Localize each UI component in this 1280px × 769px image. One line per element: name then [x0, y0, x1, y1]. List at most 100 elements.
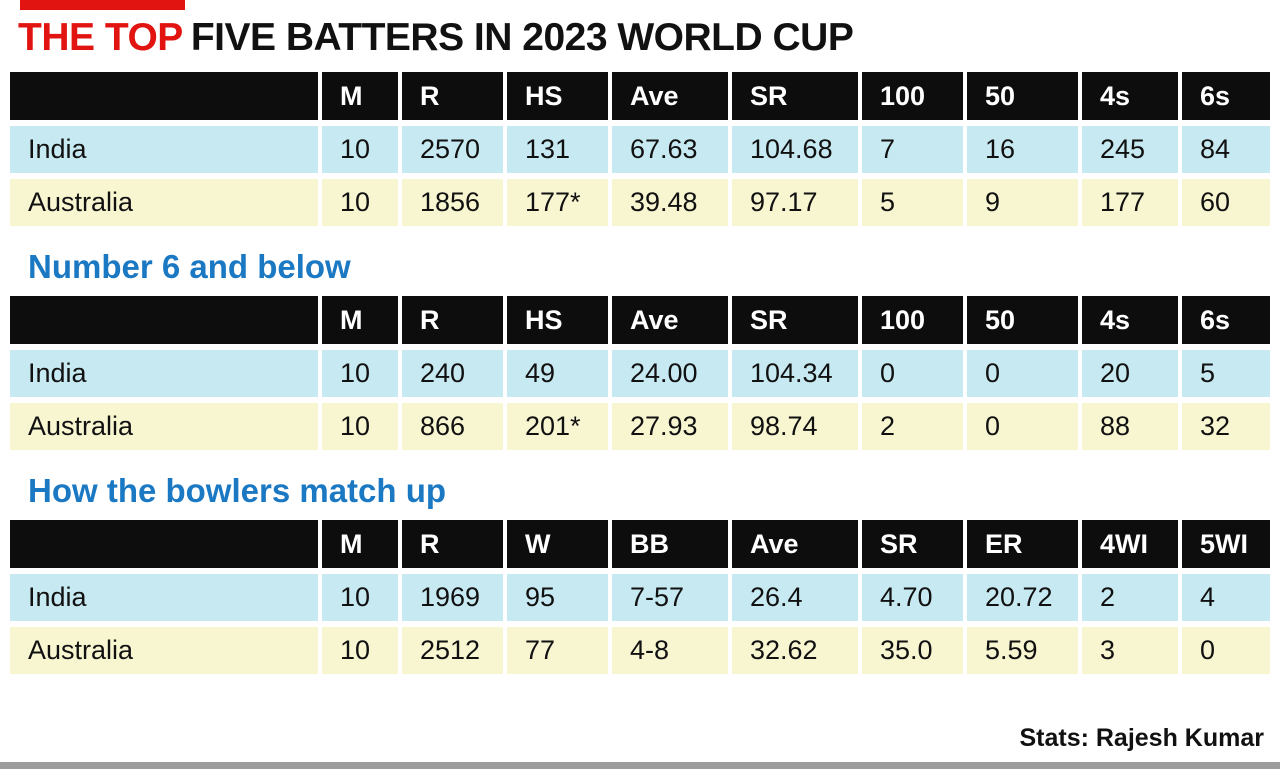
data-cell: 88: [1080, 400, 1182, 456]
data-cell: 177*: [505, 176, 612, 232]
data-cell: 245: [1080, 123, 1182, 179]
data-cell: 97.17: [730, 176, 862, 232]
data-cell: 10: [320, 347, 402, 403]
data-cell: 201*: [505, 400, 612, 456]
data-cell: 104.34: [730, 347, 862, 403]
data-cell: 20.72: [965, 571, 1082, 627]
data-cell: 39.48: [610, 176, 732, 232]
bowlers-table: M R W BB Ave SR ER 4WI 5WI India 10 1969 95 7-57 26.4 4…: [10, 520, 1270, 680]
data-cell: 95: [505, 571, 612, 627]
data-cell: 10: [320, 176, 402, 232]
data-cell: 20: [1080, 347, 1182, 403]
col-header-50: 50: [965, 72, 1082, 126]
table-row-india: India 10 2570 131 67.63 104.68 7 16 245 84: [10, 123, 1270, 179]
col-header-m: M: [320, 296, 402, 350]
data-cell: 35.0: [860, 624, 967, 680]
data-cell: 60: [1180, 176, 1270, 232]
col-header-100: 100: [860, 72, 967, 126]
table-row-australia: Australia 10 1856 177* 39.48 97.17 5 9 177 60: [10, 176, 1270, 232]
data-cell: 2: [1080, 571, 1182, 627]
main-title: THE TOP FIVE BATTERS IN 2023 WORLD CUP: [18, 16, 1270, 60]
col-header-sr: SR: [730, 72, 862, 126]
col-header-ave: Ave: [730, 520, 862, 574]
row-label: Australia: [10, 400, 322, 456]
data-cell: 1969: [400, 571, 507, 627]
data-cell: 0: [965, 347, 1082, 403]
data-cell: 9: [965, 176, 1082, 232]
data-cell: 10: [320, 123, 402, 179]
data-cell: 2570: [400, 123, 507, 179]
data-cell: 177: [1080, 176, 1182, 232]
col-header-w: W: [505, 520, 612, 574]
col-header-r: R: [400, 72, 507, 126]
subtitle-bowlers-match-up: How the bowlers match up: [28, 472, 447, 509]
table-header-row: M R W BB Ave SR ER 4WI 5WI: [10, 520, 1270, 574]
stats-credit: Stats: Rajesh Kumar: [1019, 724, 1264, 752]
top5-batters-table: M R HS Ave SR 100 50 4s 6s India 10 2570 131 67.63 104…: [10, 72, 1270, 232]
data-cell: 0: [1180, 624, 1270, 680]
table-header-row: M R HS Ave SR 100 50 4s 6s: [10, 296, 1270, 350]
row-label: Australia: [10, 176, 322, 232]
data-cell: 77: [505, 624, 612, 680]
col-header-50: 50: [965, 296, 1082, 350]
row-label: India: [10, 123, 322, 179]
data-cell: 4-8: [610, 624, 732, 680]
data-cell: 3: [1080, 624, 1182, 680]
data-cell: 98.74: [730, 400, 862, 456]
data-cell: 131: [505, 123, 612, 179]
data-cell: 32: [1180, 400, 1270, 456]
col-header-m: M: [320, 520, 402, 574]
data-cell: 5: [860, 176, 967, 232]
data-cell: 240: [400, 347, 507, 403]
data-cell: 866: [400, 400, 507, 456]
col-header-6s: 6s: [1180, 72, 1270, 126]
data-cell: 67.63: [610, 123, 732, 179]
main-title-highlight: THE TOP: [18, 16, 183, 59]
data-cell: 5: [1180, 347, 1270, 403]
col-header-6s: 6s: [1180, 296, 1270, 350]
table-row-australia: Australia 10 2512 77 4-8 32.62 35.0 5.59 3 0: [10, 624, 1270, 680]
col-header-100: 100: [860, 296, 967, 350]
table-row-india: India 10 240 49 24.00 104.34 0 0 20 5: [10, 347, 1270, 403]
col-header-4s: 4s: [1080, 72, 1182, 126]
data-cell: 49: [505, 347, 612, 403]
table-row-india: India 10 1969 95 7-57 26.4 4.70 20.72 2 4: [10, 571, 1270, 627]
data-cell: 104.68: [730, 123, 862, 179]
data-cell: 4.70: [860, 571, 967, 627]
subtitle-number-6-and-below: Number 6 and below: [28, 248, 351, 285]
red-accent-bar: [20, 0, 185, 10]
col-header-bb: BB: [610, 520, 732, 574]
data-cell: 27.93: [610, 400, 732, 456]
col-header-r: R: [400, 296, 507, 350]
col-header-ave: Ave: [610, 296, 732, 350]
data-cell: 84: [1180, 123, 1270, 179]
col-header-blank: [10, 72, 322, 126]
col-header-sr: SR: [860, 520, 967, 574]
col-header-sr: SR: [730, 296, 862, 350]
col-header-r: R: [400, 520, 507, 574]
main-title-rest: FIVE BATTERS IN 2023 WORLD CUP: [190, 16, 854, 59]
data-cell: 0: [965, 400, 1082, 456]
data-cell: 2: [860, 400, 967, 456]
data-cell: 24.00: [610, 347, 732, 403]
col-header-er: ER: [965, 520, 1082, 574]
data-cell: 2512: [400, 624, 507, 680]
data-cell: 0: [860, 347, 967, 403]
data-cell: 10: [320, 571, 402, 627]
number6-batters-table: M R HS Ave SR 100 50 4s 6s India 10 240 49 24.00 104.3…: [10, 296, 1270, 456]
col-header-ave: Ave: [610, 72, 732, 126]
col-header-5wi: 5WI: [1180, 520, 1270, 574]
data-cell: 5.59: [965, 624, 1082, 680]
data-cell: 26.4: [730, 571, 862, 627]
col-header-blank: [10, 296, 322, 350]
data-cell: 7: [860, 123, 967, 179]
data-cell: 4: [1180, 571, 1270, 627]
data-cell: 16: [965, 123, 1082, 179]
col-header-blank: [10, 520, 322, 574]
data-cell: 10: [320, 624, 402, 680]
table-header-row: M R HS Ave SR 100 50 4s 6s: [10, 72, 1270, 126]
data-cell: 7-57: [610, 571, 732, 627]
col-header-m: M: [320, 72, 402, 126]
row-label: Australia: [10, 624, 322, 680]
